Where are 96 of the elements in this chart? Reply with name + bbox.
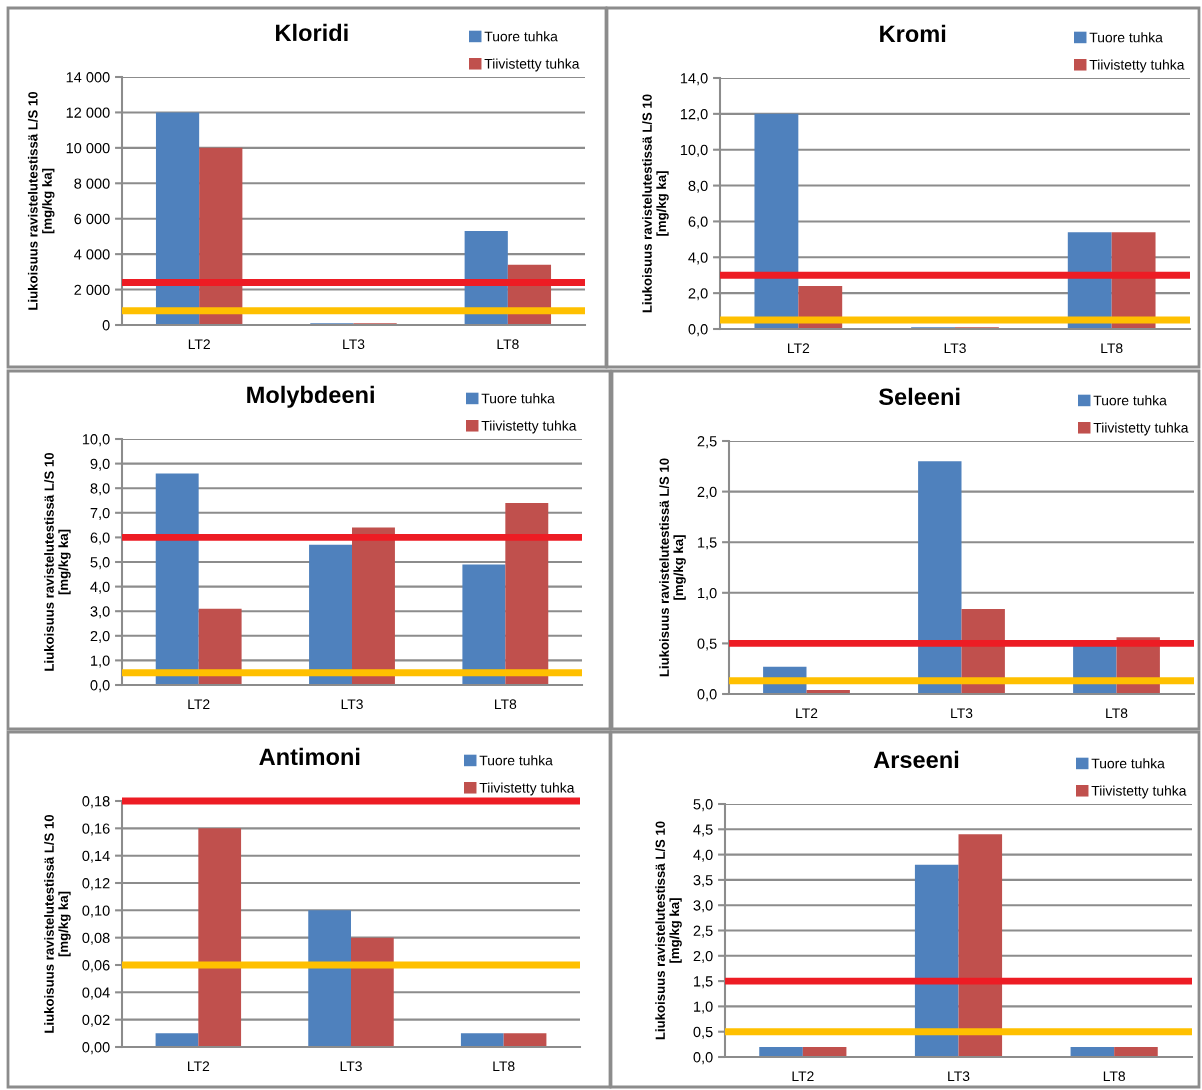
x-tick-label: LT3 [951, 708, 973, 719]
x-tick-label: LT8 [495, 699, 517, 710]
y-tick-label: 4 000 [74, 249, 110, 260]
y-tick-label: 0,00 [82, 1042, 110, 1055]
y-tick-label: 8,0 [90, 483, 110, 496]
y-tick-label: 10,0 [82, 434, 110, 447]
y-tick-label: 0,14 [82, 850, 110, 863]
legend-label: Tuore tuhka [1089, 32, 1163, 43]
x-tick-label: LT8 [1106, 708, 1128, 719]
y-tick-label: 4,0 [693, 849, 713, 862]
y-tick-label: 2 000 [74, 284, 110, 295]
y-axis-title: Liukoisuus ravistelutestissä L/S 10 [mg/kg ka] [659, 458, 686, 677]
legend-label: Tuore tuhka [1093, 395, 1167, 406]
y-tick-label: 2,5 [693, 925, 713, 938]
y-tick-label: 6,0 [90, 532, 110, 545]
y-tick-label: 5,0 [693, 799, 713, 812]
y-tick-label: 0,10 [82, 905, 110, 918]
x-tick-label: LT8 [497, 339, 519, 350]
y-tick-label: 0,12 [82, 878, 110, 891]
y-tick-label: 4,5 [693, 824, 713, 837]
y-axis-title: Liukoisuus ravistelutestissä L/S 10 [mg/kg ka] [27, 91, 55, 310]
y-axis-title: Liukoisuus ravistelutestissä L/S 10 [mg/kg ka] [44, 814, 71, 1033]
y-tick-label: 8 000 [74, 178, 110, 189]
y-tick-label: 2,0 [697, 486, 717, 499]
y-tick-label: 14,0 [680, 73, 708, 86]
y-tick-label: 10,0 [680, 144, 708, 157]
legend-label: Tiivistetty tuhka [484, 58, 580, 72]
y-tick-label: 3,0 [693, 900, 713, 913]
y-tick-label: 0,5 [697, 638, 717, 651]
y-axis-title: Liukoisuus ravistelutestissä L/S 10 [mg/kg ka] [44, 452, 71, 671]
y-tick-label: 9,0 [90, 458, 110, 471]
x-tick-label: LT2 [788, 343, 810, 353]
y-tick-label: 1,0 [91, 655, 110, 668]
chart-title: Kloridi [276, 23, 348, 42]
y-tick-label: 2,0 [90, 630, 110, 643]
chart-title: Antimoni [259, 747, 360, 766]
y-tick-label: 1,0 [698, 587, 717, 600]
x-tick-label: LT8 [1101, 343, 1123, 354]
x-tick-label: LT2 [188, 339, 210, 349]
y-tick-label: 1,0 [694, 1001, 713, 1014]
x-tick-label: LT3 [944, 343, 966, 354]
y-tick-label: 1,5 [694, 976, 713, 989]
y-tick-label: 2,0 [693, 950, 713, 963]
y-tick-label: 4,0 [688, 252, 708, 265]
legend-label: Tuore tuhka [1091, 758, 1165, 769]
y-tick-label: 2,0 [688, 288, 708, 301]
y-tick-label: 0,16 [82, 823, 110, 836]
y-tick-label: 0,0 [90, 680, 110, 693]
legend-label: Tiivistetty tuhka [1089, 59, 1185, 73]
legend-label: Tiivistetty tuhka [1091, 785, 1187, 799]
legend-label: Tiivistetty tuhka [479, 782, 575, 796]
legend-label: Tuore tuhka [484, 31, 558, 42]
y-tick-label: 12 000 [66, 107, 110, 118]
legend-label: Tiivistetty tuhka [481, 420, 577, 434]
legend-label: Tiivistetty tuhka [1093, 422, 1189, 436]
legend-label: Tuore tuhka [479, 755, 553, 766]
y-tick-label: 0,0 [697, 689, 717, 702]
y-tick-label: 0,0 [688, 324, 708, 337]
x-tick-label: LT2 [792, 1071, 814, 1081]
y-tick-label: 6 000 [74, 213, 110, 225]
y-axis-title: Liukoisuus ravistelutestissä L/S 10 [mg/kg ka] [642, 94, 669, 313]
y-tick-label: 0 [102, 320, 110, 331]
chart-title: Molybdeeni [247, 385, 374, 408]
x-tick-label: LT8 [1103, 1071, 1126, 1082]
y-tick-label: 8,0 [688, 180, 708, 193]
y-tick-label: 0,0 [693, 1052, 713, 1065]
x-tick-label: LT8 [493, 1061, 515, 1072]
legend-label: Tuore tuhka [481, 393, 555, 404]
y-tick-label: 0,04 [82, 987, 110, 1000]
chart-title: Kromi [880, 24, 946, 43]
y-tick-label: 5,0 [90, 557, 110, 570]
y-tick-label: 3,5 [693, 875, 713, 888]
x-tick-label: LT3 [948, 1071, 970, 1082]
y-tick-label: 2,5 [697, 436, 717, 449]
chart-title: Arseeni [873, 750, 959, 769]
y-tick-label: 6,0 [688, 216, 708, 229]
y-tick-label: 10 000 [66, 142, 110, 154]
x-tick-label: LT2 [796, 708, 818, 718]
y-tick-label: 0,18 [82, 796, 110, 809]
y-tick-label: 7,0 [90, 507, 110, 520]
y-axis-title: Liukoisuus ravistelutestissä L/S 10 [mg/kg ka] [655, 821, 682, 1040]
chart-title: Seleeni [878, 387, 960, 406]
y-tick-label: 4,0 [90, 581, 110, 594]
y-tick-label: 3,0 [90, 606, 110, 619]
x-tick-label: LT3 [343, 339, 365, 350]
x-tick-label: LT3 [340, 1061, 362, 1072]
x-tick-label: LT3 [341, 699, 363, 710]
y-tick-label: 0,02 [82, 1014, 110, 1027]
y-tick-label: 14 000 [66, 72, 110, 83]
y-tick-label: 1,5 [698, 537, 717, 550]
y-tick-label: 12,0 [680, 108, 708, 122]
y-tick-label: 0,06 [82, 960, 110, 973]
x-tick-label: LT2 [188, 699, 210, 709]
y-tick-label: 0,08 [82, 932, 110, 945]
x-tick-label: LT2 [188, 1061, 210, 1071]
y-tick-label: 0,5 [693, 1026, 713, 1039]
